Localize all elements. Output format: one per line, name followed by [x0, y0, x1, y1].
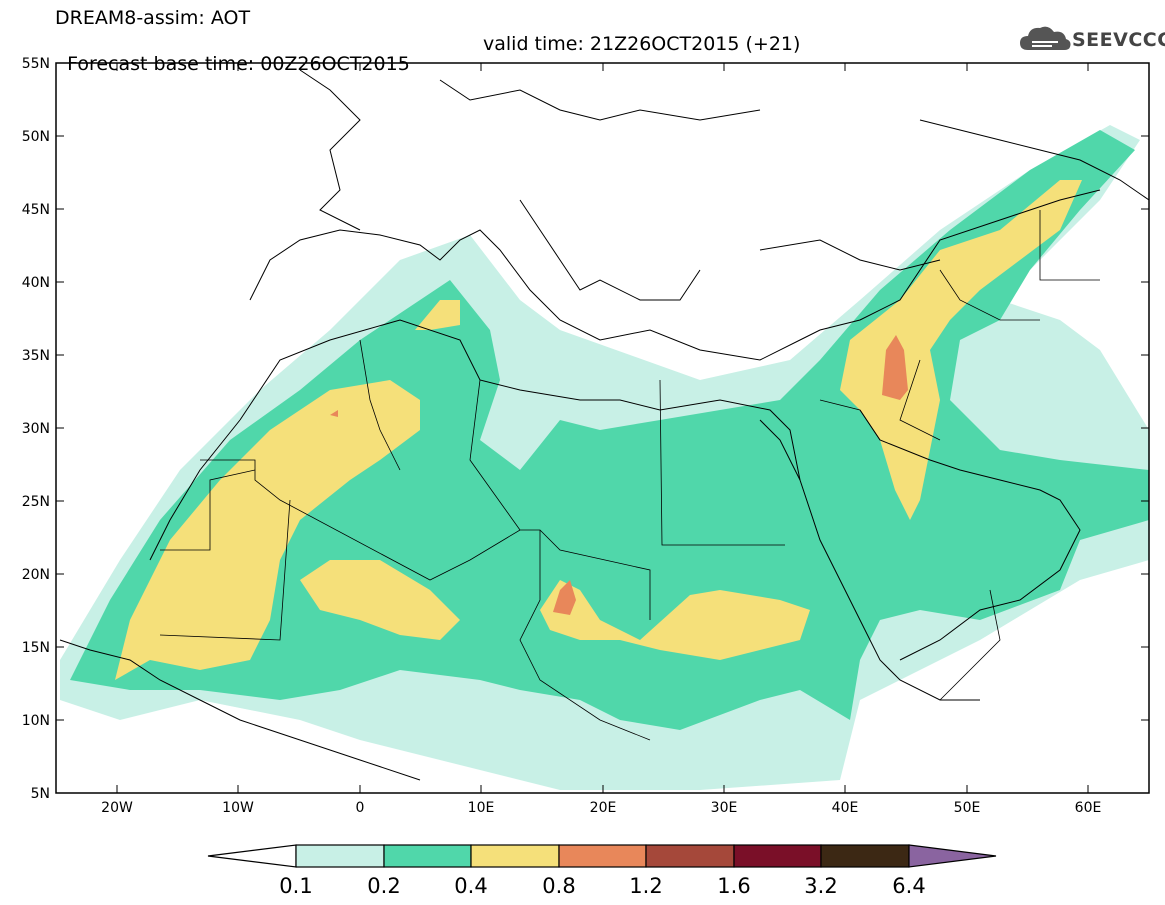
- aot-contour-0.4: [540, 580, 810, 660]
- lat-label: 5N: [31, 786, 50, 802]
- coastlines: [59, 69, 1149, 781]
- aot-contour-0.8: [330, 410, 338, 417]
- base-time: Forecast base time: 00Z26OCT2015: [67, 53, 410, 75]
- colorbar-swatch: [383, 844, 472, 868]
- axis-ticks: [56, 62, 1149, 793]
- lon-label: 30E: [711, 800, 738, 816]
- colorbar-label: 0.8: [542, 874, 575, 898]
- lat-label: 40N: [22, 275, 50, 291]
- lon-label: 10W: [222, 800, 254, 816]
- lat-label: 30N: [22, 421, 50, 437]
- colorbar-labels: 0.1 0.2 0.4 0.8 1.2 1.6 3.2 6.4: [279, 874, 925, 898]
- colorbar-label: 3.2: [804, 874, 837, 898]
- aot-contour-0.4: [300, 560, 460, 640]
- lon-label: 40E: [832, 800, 859, 816]
- cloud-icon: [1020, 26, 1071, 50]
- lat-label: 15N: [22, 640, 50, 656]
- valid-time: valid time: 21Z26OCT2015 (+21): [483, 33, 801, 55]
- time-info: Forecast base time: 00Z26OCT2015 valid t…: [55, 34, 800, 94]
- colorbar-swatch: [295, 844, 385, 868]
- lon-label: 20W: [101, 800, 133, 816]
- lon-label: 10E: [468, 800, 495, 816]
- country-borders: [159, 210, 1100, 741]
- lat-label: 25N: [22, 494, 50, 510]
- lon-label: 20E: [590, 800, 617, 816]
- colorbar-label: 1.2: [629, 874, 662, 898]
- colorbar-label: 0.2: [367, 874, 400, 898]
- colorbar-arrow-left: [207, 844, 297, 868]
- aot-contour-0.4: [840, 180, 1082, 520]
- aot-contour-0.4: [115, 380, 420, 680]
- lon-label: 50E: [954, 800, 981, 816]
- lat-label: 45N: [22, 202, 50, 218]
- colorbar-swatch: [733, 844, 822, 868]
- colorbar: [207, 844, 997, 868]
- lat-label: 50N: [22, 129, 50, 145]
- colorbar-swatch: [470, 844, 560, 868]
- brand-logo-text: SEEVCCC: [1072, 29, 1165, 51]
- colorbar-swatch: [558, 844, 647, 868]
- aot-contour-0.4: [415, 300, 460, 330]
- aot-field: [60, 125, 1149, 790]
- colorbar-label: 0.4: [454, 874, 487, 898]
- colorbar-label: 0.1: [279, 874, 312, 898]
- lat-label: 10N: [22, 713, 50, 729]
- lon-label: 0: [356, 800, 365, 816]
- longitude-labels: 20W 10W 0 10E 20E 30E 40E 50E 60E: [101, 800, 1101, 816]
- aot-contour-0.8: [553, 580, 576, 615]
- aot-contour-0.8: [882, 335, 908, 400]
- lat-label: 35N: [22, 348, 50, 364]
- colorbar-swatch: [820, 844, 910, 868]
- lat-label: 55N: [22, 56, 50, 72]
- lat-label: 20N: [22, 567, 50, 583]
- lon-label: 60E: [1075, 800, 1102, 816]
- colorbar-arrow-right: [908, 844, 997, 868]
- map-title: DREAM8-assim: AOT: [55, 7, 251, 29]
- latitude-labels: 55N 50N 45N 40N 35N 30N 25N 20N 15N 10N …: [22, 56, 50, 802]
- colorbar-label: 1.6: [717, 874, 750, 898]
- colorbar-swatch: [645, 844, 735, 868]
- colorbar-label: 6.4: [892, 874, 925, 898]
